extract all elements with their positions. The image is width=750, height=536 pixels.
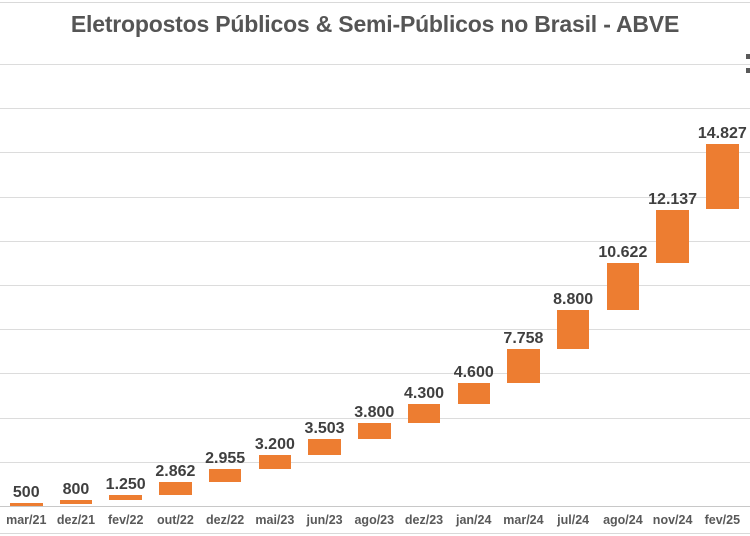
bar-jul/24: [556, 310, 590, 349]
x-axis-label: dez/23: [404, 513, 444, 527]
x-axis-label: jan/24: [456, 513, 492, 527]
gridline: [0, 373, 750, 375]
bar-ago/23: [358, 422, 391, 440]
x-axis-label: out/22: [157, 513, 194, 527]
bar-jan/24: [457, 383, 490, 404]
bar-value-label: 12.137: [648, 190, 698, 208]
bar-fev/22: [109, 494, 142, 501]
bar-value-label: 800: [62, 481, 90, 499]
x-axis-line: [0, 506, 750, 507]
bar-mar/24: [507, 349, 540, 384]
gridline: [0, 461, 750, 463]
bar-value-label: 1.250: [105, 475, 146, 493]
bar-nov/24: [656, 209, 689, 264]
x-axis-label: dez/22: [206, 513, 245, 527]
bar-value-label: 3.200: [254, 435, 295, 453]
clipped-label-fragment: [746, 68, 750, 73]
clipped-label-fragment: [746, 54, 750, 59]
gridline: [0, 152, 750, 154]
bar-value-label: 3.503: [304, 420, 345, 438]
x-axis-label: fev/22: [107, 513, 144, 527]
x-axis-label: dez/21: [56, 513, 96, 527]
bar-dez/22: [208, 469, 242, 483]
bar-value-label: 4.300: [403, 384, 445, 402]
bar-out/22: [159, 482, 192, 495]
x-axis-label: mar/24: [503, 513, 544, 527]
x-axis-label: mar/21: [6, 513, 47, 527]
chart-title: Eletropostos Públicos & Semi-Públicos no…: [70, 11, 680, 37]
gridline: [0, 64, 750, 65]
x-axis-label: ago/24: [603, 513, 643, 527]
bar-value-label: 3.800: [354, 403, 395, 421]
bar-mar/21: [10, 503, 43, 506]
bar-value-label: 2.862: [155, 463, 196, 481]
bar-ago/24: [606, 263, 640, 310]
x-axis-label: mai/23: [255, 513, 295, 527]
x-axis-label: fev/25: [704, 513, 741, 527]
bar-value-label: 14.827: [697, 124, 747, 142]
bar-value-label: 8.800: [553, 291, 594, 309]
bar-value-label: 2.955: [205, 450, 246, 467]
bar-dez/23: [407, 403, 441, 423]
bar-value-label: 500: [12, 484, 40, 501]
gridline: [0, 285, 750, 286]
x-axis-label: jul/24: [557, 513, 590, 527]
gridline: [0, 240, 750, 242]
gridline: [0, 196, 750, 198]
gridline: [0, 329, 750, 331]
bar-fev/25: [706, 143, 739, 210]
x-axis-label: jun/23: [306, 513, 343, 527]
bar-value-label: 10.622: [598, 244, 648, 262]
bar-value-label: 7.758: [503, 330, 544, 347]
gridline: [0, 417, 750, 419]
bar-value-label: 4.600: [453, 364, 494, 382]
x-axis-label: nov/24: [652, 513, 693, 527]
gridline: [0, 108, 750, 110]
x-axis-label: ago/23: [354, 513, 395, 527]
bar-mai/23: [258, 454, 292, 469]
bar-dez/21: [59, 500, 93, 504]
chart-top-border: [0, 2, 750, 3]
bar-jun/23: [308, 439, 341, 455]
chart-bottom-border: [0, 533, 750, 534]
